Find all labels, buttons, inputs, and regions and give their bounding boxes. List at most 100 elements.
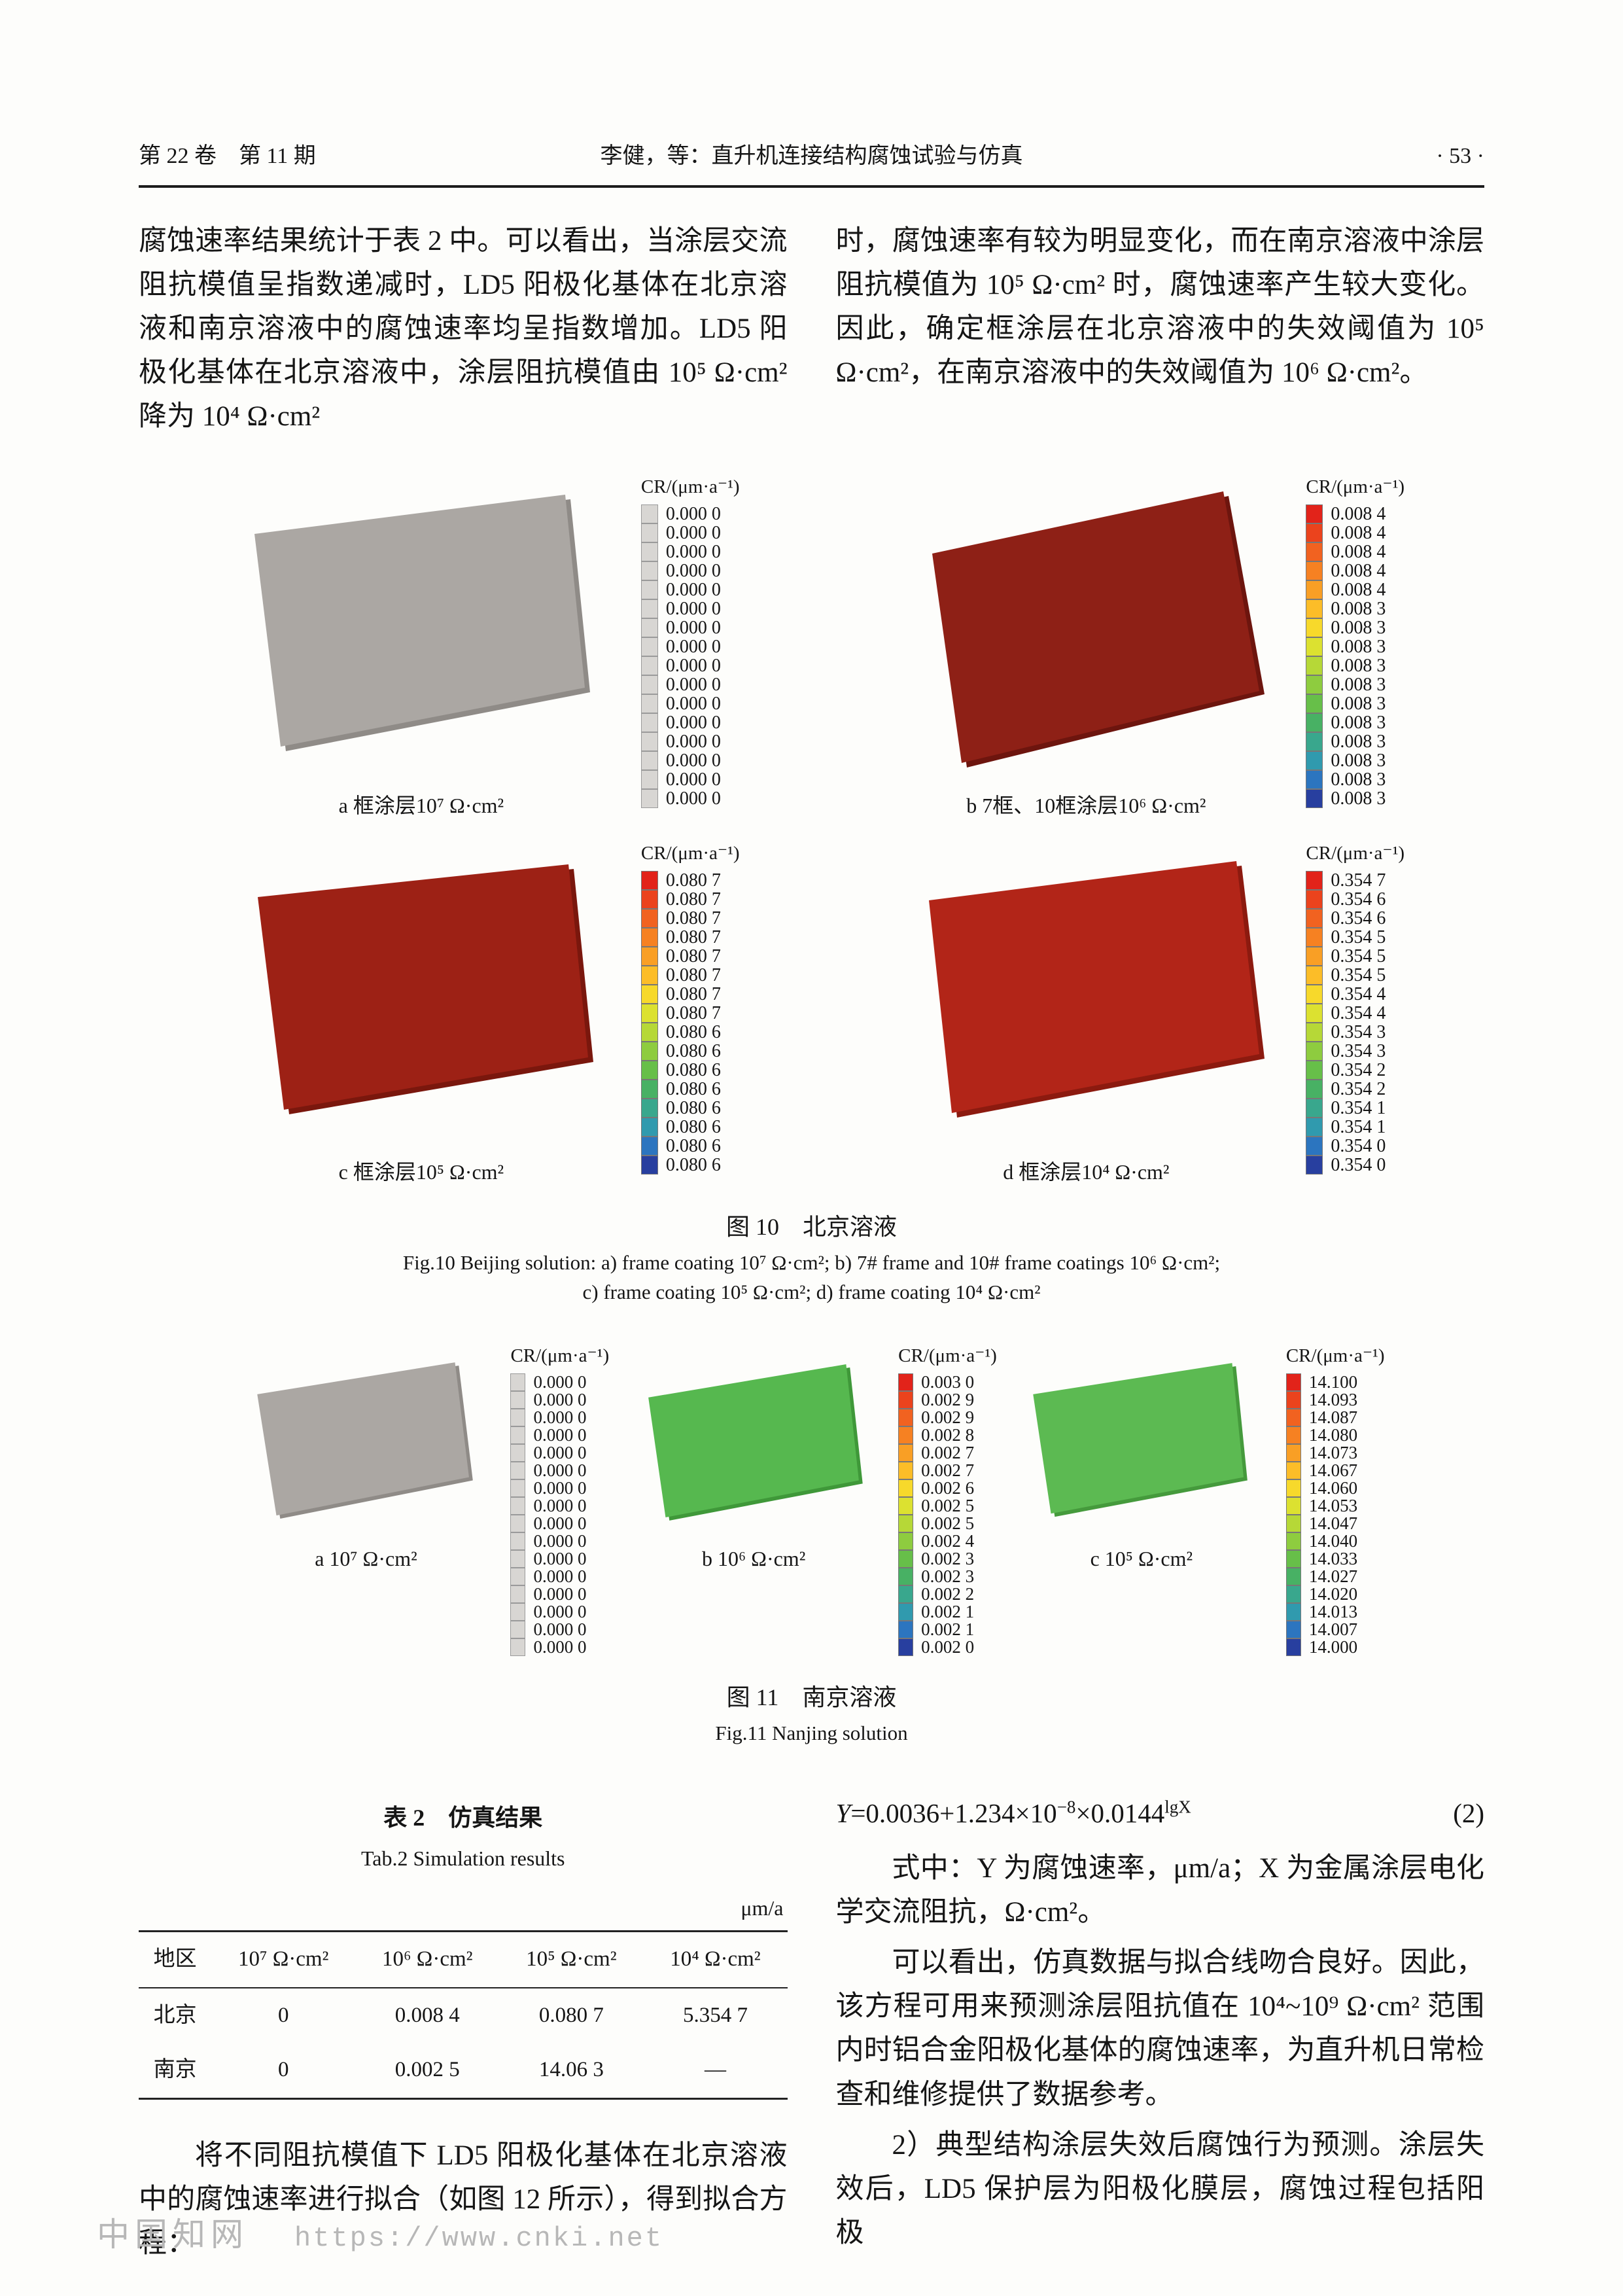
colorbar-swatch: [510, 1479, 526, 1498]
colorbar-value: 0.080 7: [665, 945, 721, 966]
colorbar-swatch: [640, 928, 658, 947]
colorbar-row: 0.000 0: [640, 732, 740, 752]
colorbar-swatch: [1306, 599, 1323, 619]
colorbar-swatch: [1306, 1099, 1323, 1118]
colorbar-swatch: [510, 1515, 526, 1533]
colorbar-row: 0.000 0: [510, 1584, 609, 1604]
colorbar-swatch: [1285, 1479, 1301, 1498]
colorbar-row: 14.013: [1285, 1602, 1385, 1621]
colorbar-row: 0.008 3: [1306, 713, 1405, 733]
figure-11-caption-cn: 图 11 南京溶液: [726, 1684, 897, 1711]
colorbar-title: CR/(μm·a⁻¹): [1285, 1345, 1385, 1367]
table-cell: 14.06 3: [499, 2043, 644, 2100]
table-cell: 0.002 5: [355, 2043, 500, 2100]
colorbar-title: CR/(μm·a⁻¹): [1306, 843, 1405, 864]
colorbar-swatch: [510, 1462, 526, 1480]
colorbar-value: 0.000 0: [533, 1602, 587, 1622]
colorbar-value: 0.354 5: [1331, 945, 1386, 966]
colorbar-swatch: [640, 599, 658, 619]
colorbar-value: 0.000 0: [533, 1531, 587, 1551]
colorbar-row: 0.080 7: [640, 870, 740, 891]
colorbar-swatch: [898, 1497, 914, 1515]
colorbar-swatch: [1306, 637, 1323, 657]
table-cell: —: [643, 2043, 788, 2100]
colorbar-row: 0.002 1: [898, 1619, 997, 1639]
plate-model-a: [254, 495, 590, 752]
colorbar-swatch: [1285, 1585, 1301, 1604]
colorbar-swatch: [1306, 1080, 1323, 1099]
colorbar-row: 0.080 7: [640, 984, 740, 1004]
colorbar-value: 0.002 5: [921, 1513, 975, 1534]
colorbar-value: 0.002 2: [921, 1584, 975, 1604]
colorbar-value: 0.002 6: [921, 1478, 975, 1498]
colorbar-row: 0.354 4: [1306, 983, 1405, 1004]
colorbar-value: 0.354 2: [1331, 1078, 1386, 1099]
colorbar-row: 0.008 3: [1306, 637, 1405, 657]
colorbar-value: 0.008 3: [1331, 769, 1386, 790]
colorbar-value: 14.100: [1308, 1372, 1358, 1392]
colorbar-swatch: [1285, 1621, 1301, 1639]
colorbar-swatch: [640, 751, 658, 771]
colorbar-scale: 0.354 7 0.354 6 0.354 6 0.354 5 0.354 5 0.354…: [1306, 870, 1405, 1175]
colorbar-row: 0.354 1: [1306, 1117, 1405, 1137]
colorbar-row: 0.000 0: [510, 1496, 609, 1515]
colorbar-swatch: [1285, 1532, 1301, 1551]
colorbar-value: 0.000 0: [533, 1407, 587, 1428]
colorbar-swatch: [1306, 656, 1323, 676]
colorbar-row: 14.093: [1285, 1390, 1385, 1409]
equation-number: (2): [1453, 1798, 1484, 1829]
colorbar-row: 0.354 2: [1306, 1078, 1405, 1099]
colorbar-row: 14.047: [1285, 1513, 1385, 1533]
colorbar-row: 0.000 0: [510, 1372, 609, 1392]
colorbar-swatch: [640, 1061, 658, 1080]
colorbar-swatch: [640, 789, 658, 809]
fig10-panel-c: c 框涂层10⁵ Ω·cm² CR/(μm·a⁻¹) 0.080 7 0.080 …: [158, 841, 800, 1186]
colorbar-row: 0.354 5: [1306, 965, 1405, 985]
colorbar-swatch: [640, 909, 658, 928]
colorbar-value: 0.080 7: [665, 927, 721, 947]
colorbar-swatch: [1285, 1409, 1301, 1427]
panel-label-b: b 10⁶ Ω·cm²: [702, 1547, 806, 1571]
colorbar-row: 0.008 3: [1306, 788, 1405, 809]
colorbar-swatch: [1306, 789, 1323, 809]
colorbar-swatch: [640, 966, 658, 985]
equation-term: ×0.0144: [1075, 1798, 1165, 1829]
table-row: 北京 0 0.008 4 0.080 7 5.354 7: [139, 1988, 788, 2043]
table-cell: 5.354 7: [682, 2003, 748, 2027]
colorbar-value: 0.000 0: [665, 788, 721, 809]
colorbar-value: 0.000 0: [533, 1566, 587, 1587]
colorbar-row: 0.002 9: [898, 1407, 997, 1427]
colorbar-swatch: [1306, 1118, 1323, 1137]
colorbar-value: 0.000 0: [533, 1443, 587, 1463]
colorbar-swatch: [510, 1409, 526, 1427]
colorbar-swatch: [1285, 1550, 1301, 1568]
fig11-panel-a: a 10⁷ Ω·cm² CR/(μm·a⁻¹) 0.000 0 0.000 0 0.…: [238, 1344, 609, 1657]
fitting-paragraph: 将不同阻抗模值下 LD5 阳极化基体在北京溶液中的腐蚀速率进行拟合（如图 12 …: [139, 2140, 788, 2259]
colorbar-value: 0.002 7: [921, 1460, 975, 1481]
plate-model-d: [929, 861, 1265, 1118]
colorbar-swatch: [640, 618, 658, 638]
colorbar-row: 14.100: [1285, 1372, 1385, 1392]
colorbar-swatch: [640, 523, 658, 543]
colorbar-value: 0.003 0: [921, 1372, 975, 1392]
colorbar-title: CR/(μm·a⁻¹): [898, 1345, 997, 1367]
colorbar-value: 0.000 0: [533, 1372, 587, 1392]
colorbar-title: CR/(μm·a⁻¹): [1306, 476, 1405, 498]
colorbar-value: 0.002 5: [921, 1496, 975, 1516]
colorbar-row: 0.002 5: [898, 1513, 997, 1534]
colorbar-value: 0.000 0: [665, 674, 721, 695]
panel-label-d: d 框涂层10⁴ Ω·cm²: [1003, 1160, 1170, 1184]
colorbar-row: 14.087: [1285, 1407, 1385, 1427]
colorbar-row: 0.000 0: [640, 694, 740, 714]
colorbar-value: 0.354 0: [1331, 1154, 1386, 1175]
colorbar-value: 0.080 6: [665, 1135, 721, 1156]
colorbar-swatch: [898, 1550, 914, 1568]
colorbar-row: 0.002 6: [898, 1478, 997, 1498]
colorbar-value: 0.354 4: [1331, 983, 1386, 1004]
colorbar-b: CR/(μm·a⁻¹) 0.003 0 0.002 9 0.002 9 0.002 8…: [898, 1344, 997, 1657]
colorbar-swatch: [640, 713, 658, 733]
colorbar-value: 14.007: [1308, 1619, 1358, 1640]
colorbar-value: 14.000: [1308, 1637, 1358, 1657]
colorbar-value: 0.000 0: [533, 1460, 587, 1481]
colorbar-row: 0.000 0: [640, 580, 740, 600]
